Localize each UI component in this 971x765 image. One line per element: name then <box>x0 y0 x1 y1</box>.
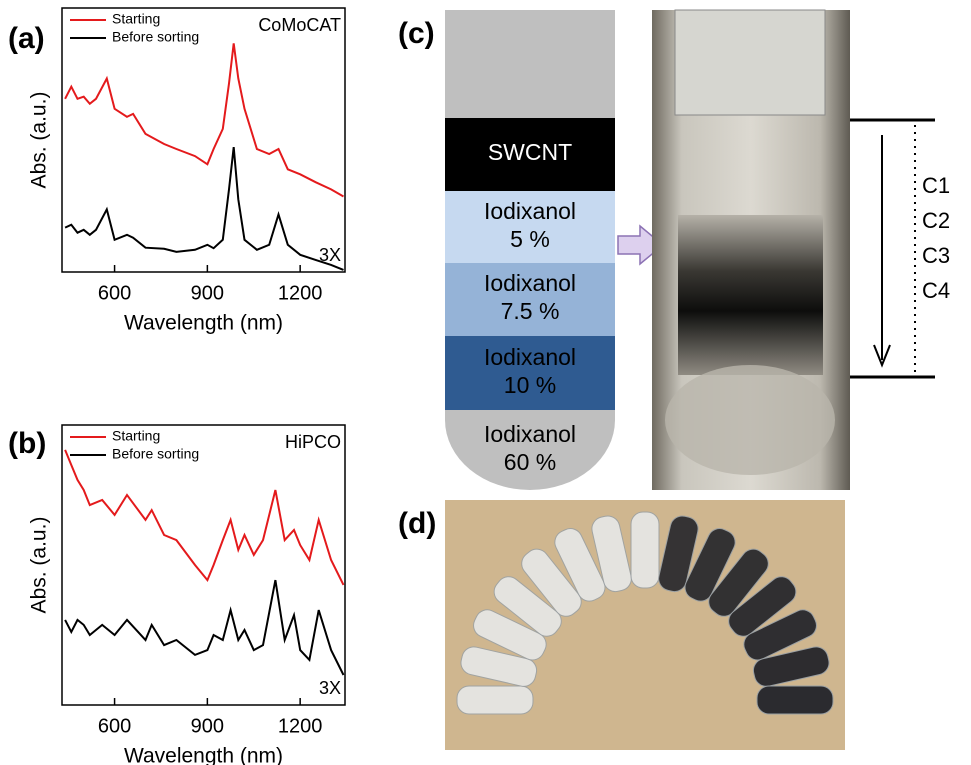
layer-label: Iodixanol <box>484 344 576 370</box>
vial <box>554 528 606 602</box>
vial <box>630 511 660 589</box>
layer <box>445 191 615 263</box>
series-line <box>64 449 345 586</box>
layer-label: 60 % <box>504 449 556 475</box>
y-axis-label: Abs. (a.u.) <box>28 517 51 614</box>
vial <box>658 515 699 593</box>
layer-air <box>445 10 615 118</box>
series-line <box>64 146 344 271</box>
legend-label: Before sorting <box>112 446 199 462</box>
arrow <box>617 224 665 266</box>
fraction-label: C2 <box>922 208 950 233</box>
vial <box>728 576 797 637</box>
annotation: HiPCO <box>285 432 341 452</box>
vial <box>473 609 547 661</box>
x-tick-label: 900 <box>191 282 224 304</box>
series-line <box>64 43 344 198</box>
panel-label: (b) <box>8 427 46 460</box>
y-axis-label: Abs. (a.u.) <box>28 92 51 189</box>
legend-label: Before sorting <box>112 29 199 45</box>
legend-label: Starting <box>112 428 160 444</box>
x-tick-label: 600 <box>98 715 131 737</box>
vial <box>456 685 534 715</box>
cap <box>674 9 826 116</box>
x-axis-label: Wavelength (nm) <box>124 312 283 335</box>
vial <box>460 646 538 687</box>
x-tick-label: 900 <box>191 715 224 737</box>
layer-label: Iodixanol <box>484 270 576 296</box>
panel-label: (d) <box>398 507 436 540</box>
vial-photo <box>445 500 845 750</box>
x-axis-label: Wavelength (nm) <box>124 745 283 765</box>
band <box>678 215 823 375</box>
vial <box>591 515 632 593</box>
fraction-label: C1 <box>922 173 950 198</box>
vial <box>752 646 830 687</box>
panel-label: (a) <box>8 22 45 55</box>
x-tick-label: 1200 <box>278 715 323 737</box>
layer-label: SWCNT <box>488 139 572 165</box>
scale-label: 3X <box>319 678 341 698</box>
series-line <box>64 579 345 676</box>
tube-photo <box>652 9 935 490</box>
legend-label: Starting <box>112 11 160 27</box>
x-tick-label: 600 <box>98 282 131 304</box>
vial <box>708 548 769 617</box>
x-tick-label: 1200 <box>278 282 323 304</box>
annotation: CoMoCAT <box>258 15 341 35</box>
fraction-label: C4 <box>922 278 950 303</box>
layer <box>445 263 615 336</box>
layer <box>445 336 615 410</box>
layer-label: 7.5 % <box>501 298 560 324</box>
layer-label: Iodixanol <box>484 198 576 224</box>
arrow-head <box>873 344 891 368</box>
scale-label: 3X <box>319 245 341 265</box>
layer-label: 10 % <box>504 372 556 398</box>
vial <box>743 609 817 661</box>
panel-label: (c) <box>398 17 435 50</box>
vial <box>493 576 562 637</box>
tube-bottom <box>665 365 835 475</box>
plot-frame <box>61 7 346 273</box>
vial <box>684 528 736 602</box>
plot-frame <box>61 424 346 706</box>
layer-label: 5 % <box>510 226 550 252</box>
vial <box>521 548 582 617</box>
tube-schematic <box>445 10 665 490</box>
layer-label: Iodixanol <box>484 421 576 447</box>
fraction-label: C3 <box>922 243 950 268</box>
layer <box>445 410 615 490</box>
vial <box>756 685 834 715</box>
layer <box>445 118 615 191</box>
